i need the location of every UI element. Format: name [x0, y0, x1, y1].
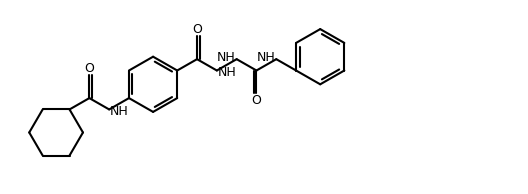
Text: O: O — [192, 23, 202, 36]
Text: NH: NH — [110, 105, 129, 118]
Text: NH: NH — [257, 51, 275, 64]
Text: NH: NH — [217, 51, 235, 64]
Text: NH: NH — [218, 66, 237, 79]
Text: O: O — [84, 62, 95, 75]
Text: O: O — [251, 94, 261, 107]
